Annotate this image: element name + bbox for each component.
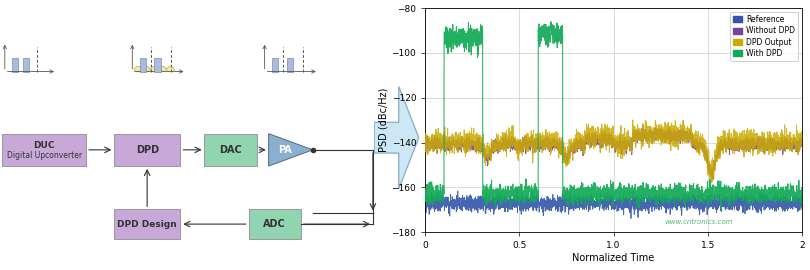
Polygon shape bbox=[374, 86, 419, 189]
Polygon shape bbox=[158, 66, 167, 72]
FancyBboxPatch shape bbox=[2, 134, 86, 166]
FancyBboxPatch shape bbox=[114, 134, 181, 166]
Text: Digital Upconverter: Digital Upconverter bbox=[6, 151, 82, 160]
Text: DPD Design: DPD Design bbox=[117, 220, 177, 229]
Bar bbox=[139, 58, 146, 72]
Polygon shape bbox=[269, 134, 313, 166]
Polygon shape bbox=[134, 66, 143, 72]
Polygon shape bbox=[142, 66, 151, 72]
Polygon shape bbox=[150, 66, 159, 72]
Text: ADC: ADC bbox=[263, 219, 286, 229]
Text: DUC: DUC bbox=[33, 141, 55, 150]
Bar bbox=[155, 58, 160, 72]
Bar bbox=[12, 58, 18, 72]
FancyBboxPatch shape bbox=[114, 209, 181, 239]
Y-axis label: PSD (dBc/Hz): PSD (dBc/Hz) bbox=[379, 88, 389, 152]
Text: DAC: DAC bbox=[220, 145, 242, 155]
X-axis label: Normalized Time: Normalized Time bbox=[573, 253, 654, 263]
FancyBboxPatch shape bbox=[249, 209, 301, 239]
Bar bbox=[23, 58, 29, 72]
Text: www.cntronics.com: www.cntronics.com bbox=[664, 220, 732, 225]
Polygon shape bbox=[166, 66, 175, 72]
Text: DPD: DPD bbox=[136, 145, 159, 155]
Bar bbox=[272, 58, 278, 72]
Legend: Reference, Without DPD, DPD Output, With DPD: Reference, Without DPD, DPD Output, With… bbox=[730, 12, 798, 61]
Text: PA: PA bbox=[278, 145, 292, 155]
Bar bbox=[287, 58, 292, 72]
FancyBboxPatch shape bbox=[204, 134, 257, 166]
